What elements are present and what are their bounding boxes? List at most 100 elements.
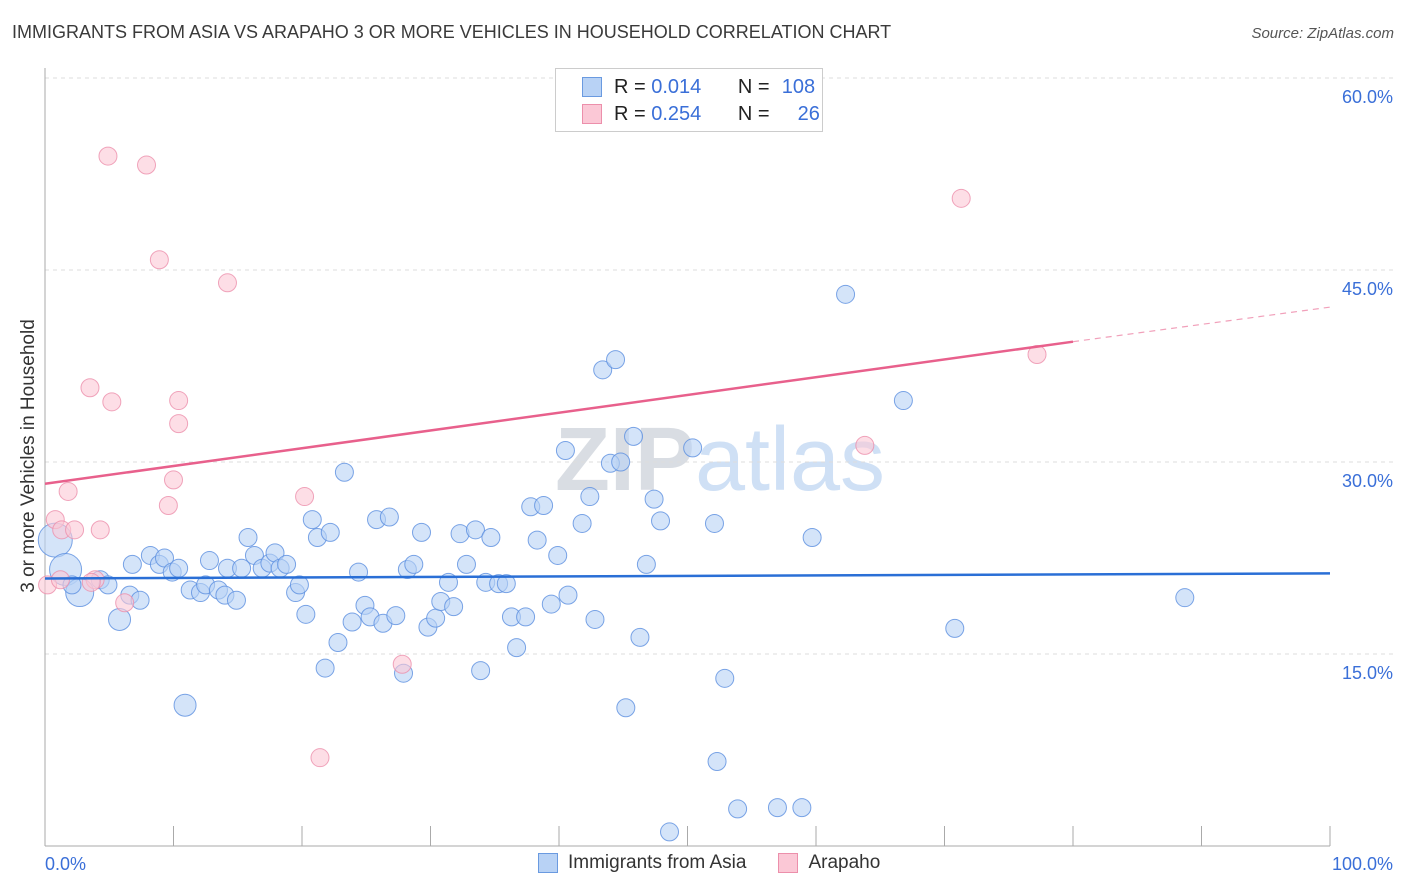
point-asia: [651, 511, 671, 531]
point-asia: [169, 558, 189, 578]
point-asia: [945, 618, 965, 638]
n-value: 26: [797, 102, 820, 125]
point-asia: [606, 350, 626, 370]
point-asia: [715, 668, 735, 688]
point-asia: [386, 606, 406, 626]
y-tick-label: 15.0%: [1342, 663, 1393, 683]
point-asia: [328, 632, 348, 652]
n-label: N =: [737, 102, 770, 125]
point-asia: [630, 627, 650, 647]
point-arapaho: [58, 481, 78, 501]
point-asia: [644, 489, 664, 509]
series-legend: Immigrants from Asia Arapaho: [538, 852, 880, 874]
legend-swatch-asia: [582, 77, 602, 97]
point-asia: [122, 554, 142, 574]
point-asia: [836, 284, 856, 304]
trend-line-arapaho-extrapolated: [1072, 306, 1331, 343]
point-asia: [593, 360, 613, 380]
point-asia: [1175, 588, 1195, 608]
point-arapaho: [65, 520, 85, 540]
point-arapaho: [149, 250, 169, 270]
point-asia: [728, 799, 748, 819]
chart-title: IMMIGRANTS FROM ASIA VS ARAPAHO 3 OR MOR…: [12, 22, 892, 42]
r-value: 0.254: [651, 102, 702, 125]
point-asia: [660, 822, 680, 842]
legend-swatch-arapaho: [778, 853, 799, 873]
point-asia: [707, 752, 727, 772]
y-tick-label: 45.0%: [1342, 279, 1393, 299]
point-arapaho: [81, 572, 101, 592]
point-asia: [315, 658, 335, 678]
r-value: 0.014: [651, 75, 702, 98]
point-asia: [404, 554, 424, 574]
point-asia: [580, 487, 600, 507]
point-asia: [767, 798, 787, 818]
legend-label-asia: Immigrants from Asia: [568, 852, 747, 873]
trend-line-asia: [44, 572, 1331, 580]
point-asia: [611, 452, 631, 472]
r-label: R =: [614, 75, 646, 98]
point-arapaho: [392, 654, 412, 674]
point-arapaho: [137, 155, 157, 175]
legend-row-arapaho: R = 0.254 N = 26: [582, 101, 820, 127]
point-arapaho: [951, 188, 971, 208]
point-arapaho: [90, 520, 110, 540]
point-arapaho: [217, 273, 237, 293]
point-asia: [636, 554, 656, 574]
point-asia: [555, 440, 575, 460]
point-asia: [444, 597, 464, 617]
point-asia: [238, 528, 258, 548]
point-asia: [507, 638, 527, 658]
point-asia: [226, 590, 246, 610]
n-value: 108: [781, 75, 816, 98]
point-asia: [173, 693, 197, 717]
legend-swatch-arapaho: [582, 104, 602, 124]
point-asia: [302, 510, 322, 530]
correlation-legend: R = 0.014 N = 108 R = 0.254 N = 26: [555, 68, 823, 132]
point-arapaho: [50, 570, 70, 590]
point-arapaho: [80, 378, 100, 398]
n-label: N =: [737, 75, 770, 98]
y-tick-label: 60.0%: [1342, 87, 1393, 107]
y-axis-label: 3 or more Vehicles in Household: [18, 319, 39, 593]
point-asia: [616, 698, 636, 718]
point-arapaho: [164, 470, 183, 490]
point-asia: [572, 513, 592, 533]
point-asia: [558, 585, 578, 605]
legend-swatch-asia: [538, 853, 558, 873]
point-arapaho: [169, 391, 189, 411]
point-asia: [289, 575, 309, 595]
point-asia: [534, 496, 554, 516]
watermark: ZIPatlas: [555, 410, 885, 510]
point-arapaho: [158, 496, 178, 516]
x-tick-label: 0.0%: [45, 854, 86, 874]
trend-line-arapaho: [44, 340, 1074, 485]
point-arapaho: [169, 414, 189, 434]
point-arapaho: [102, 392, 122, 412]
point-asia: [456, 554, 476, 574]
point-asia: [465, 520, 485, 540]
point-asia: [802, 528, 822, 548]
point-asia: [893, 391, 913, 411]
point-asia: [516, 607, 536, 627]
legend-row-asia: R = 0.014 N = 108: [582, 74, 815, 100]
point-arapaho: [115, 593, 135, 613]
y-tick-label: 30.0%: [1342, 471, 1393, 491]
point-asia: [683, 438, 703, 458]
point-asia: [342, 612, 362, 632]
point-asia: [704, 513, 724, 533]
point-asia: [296, 604, 316, 624]
point-asia: [624, 426, 644, 446]
point-asia: [379, 507, 399, 527]
point-asia: [548, 545, 568, 565]
x-tick-label: 100.0%: [1332, 854, 1393, 874]
point-arapaho: [295, 487, 315, 507]
point-arapaho: [855, 435, 875, 455]
point-asia: [334, 462, 354, 482]
point-asia: [471, 661, 491, 681]
point-asia: [277, 554, 297, 574]
point-asia: [320, 522, 340, 542]
source-label: Source: ZipAtlas.com: [1251, 25, 1394, 42]
